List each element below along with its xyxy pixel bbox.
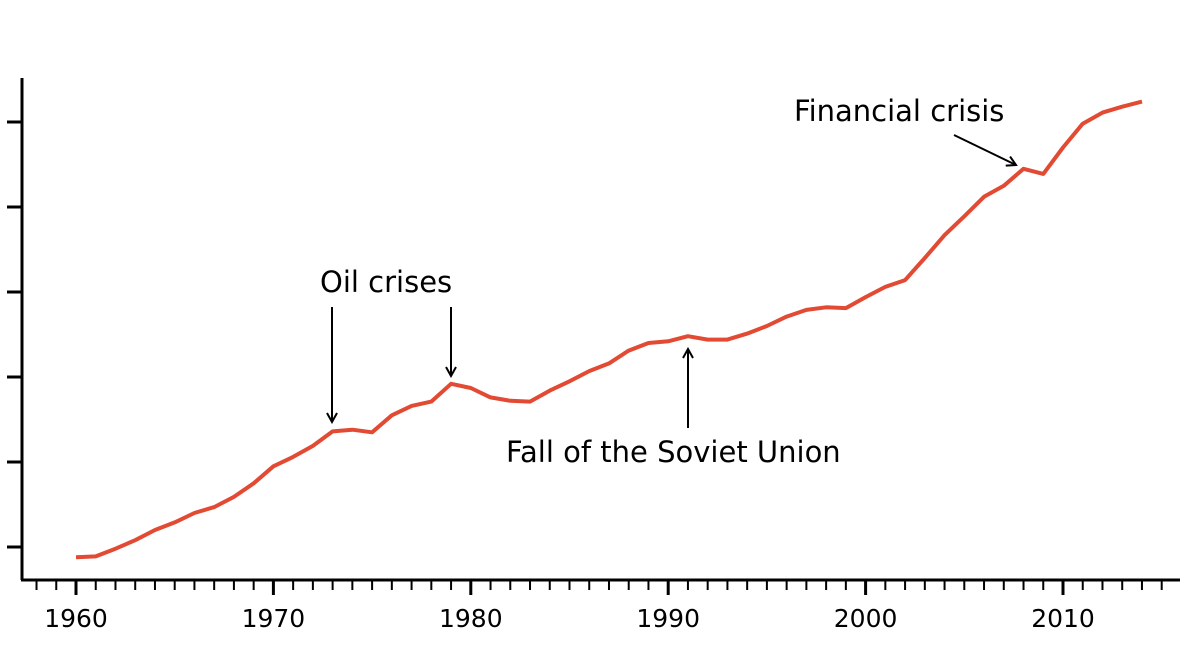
- x-tick-label: 2010: [1031, 604, 1095, 633]
- x-tick-label: 1960: [44, 604, 108, 633]
- annotation-fall-of-soviet-union: Fall of the Soviet Union: [506, 349, 841, 469]
- x-tick-label: 2000: [834, 604, 898, 633]
- data-line: [75, 99, 1143, 560]
- arrow-icon: [953, 134, 1016, 165]
- annotation-soviet-union-label: Fall of the Soviet Union: [506, 435, 841, 469]
- annotation-oil-crises-label: Oil crises: [320, 265, 452, 299]
- y-axis-ticks: [7, 120, 22, 549]
- annotation-financial-crisis: Financial crisis: [794, 94, 1016, 165]
- x-axis-tick-labels: 1960 1970 1980 1990 2000 2010: [44, 604, 1095, 633]
- x-tick-label: 1980: [439, 604, 503, 633]
- annotation-oil-crises: Oil crises: [320, 265, 452, 422]
- x-axis-ticks: [35, 580, 1163, 595]
- x-tick-label: 1990: [636, 604, 700, 633]
- x-tick-label: 1970: [242, 604, 306, 633]
- annotation-financial-crisis-label: Financial crisis: [794, 94, 1004, 128]
